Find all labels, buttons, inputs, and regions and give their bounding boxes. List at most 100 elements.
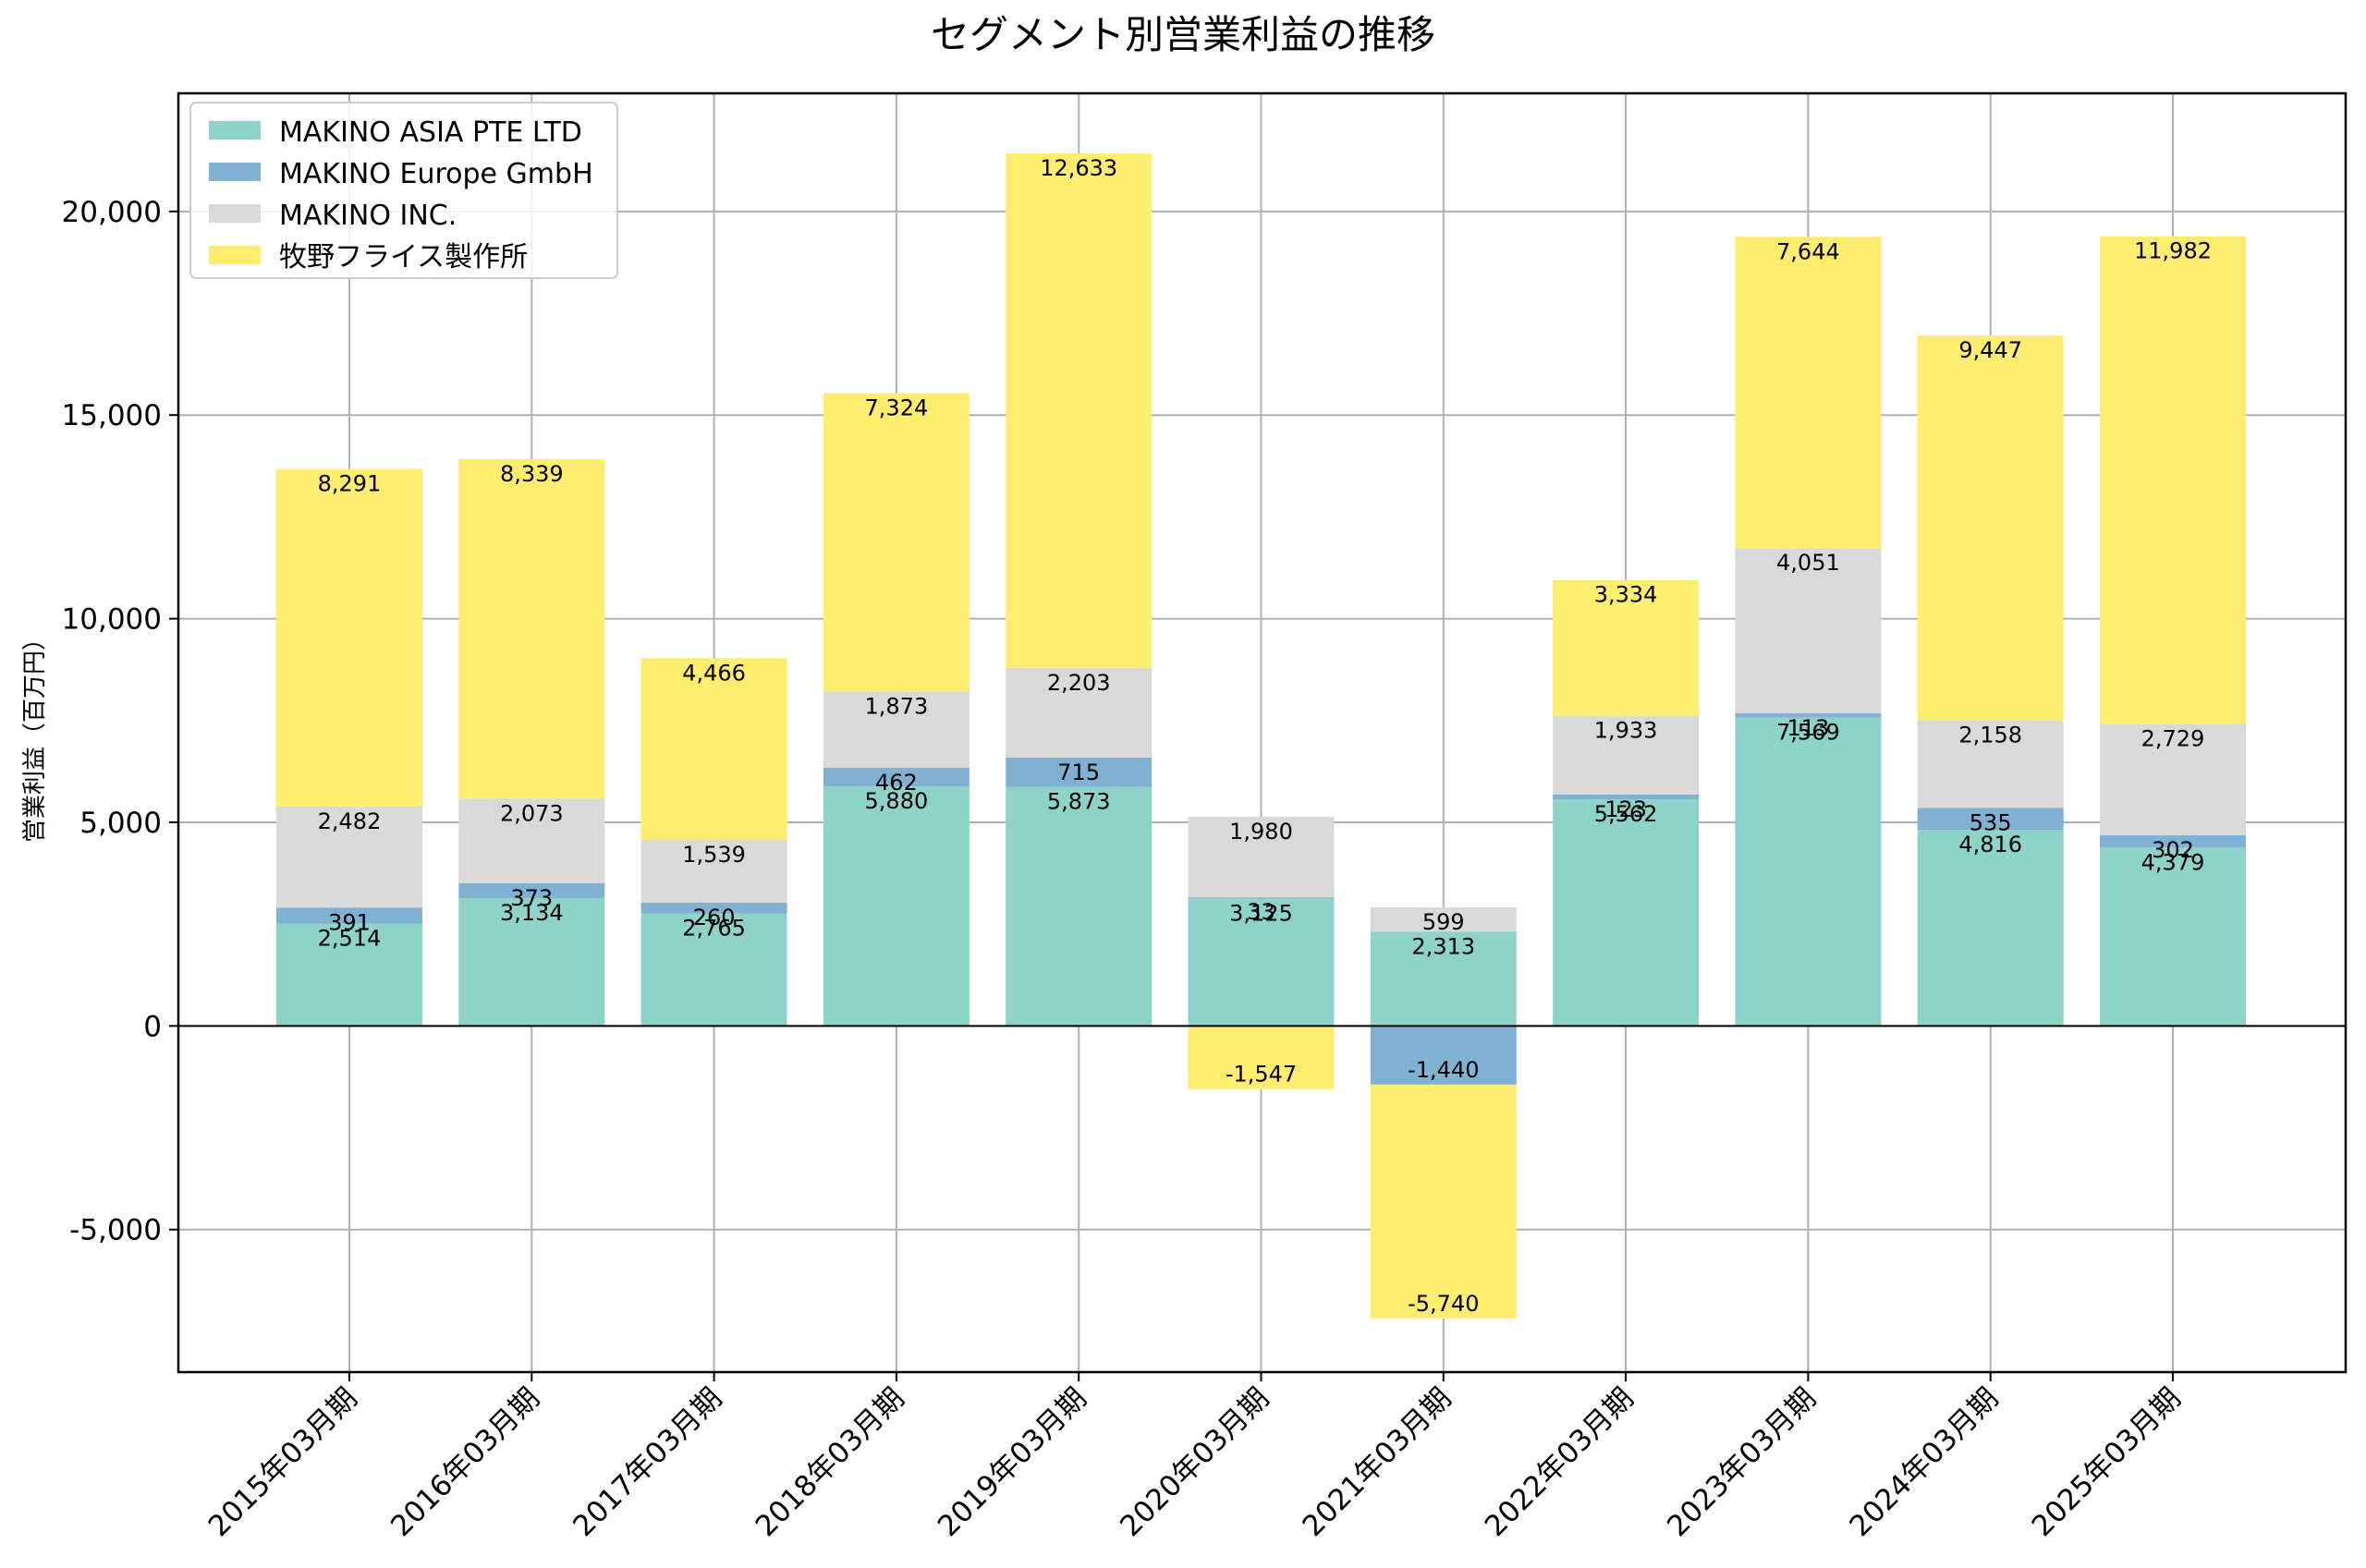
x-tick-label: 2025年03月期: [2026, 1381, 2188, 1543]
data-label: 1,933: [1594, 718, 1658, 744]
data-label: 7,569: [1776, 720, 1840, 746]
data-label: 4,379: [2141, 849, 2205, 875]
data-label: 12,633: [1040, 155, 1117, 181]
data-label: 260: [693, 905, 736, 930]
data-label: 7,644: [1776, 238, 1840, 264]
data-label: 8,291: [318, 470, 382, 496]
x-tick-label: 2024年03月期: [1843, 1381, 2005, 1543]
x-tick-label: 2019年03月期: [932, 1381, 1093, 1543]
bar-segment: [458, 458, 605, 799]
data-label: 113: [1787, 715, 1829, 741]
bar-segment: [1917, 720, 2064, 808]
legend-swatch: [209, 121, 261, 140]
bar-segment: [1735, 717, 1882, 1027]
data-label: 5,880: [865, 788, 929, 814]
bars: [276, 153, 2246, 1319]
data-label: 2,313: [1411, 933, 1475, 959]
bar-segment: [2100, 847, 2246, 1027]
bar-segment: [1006, 153, 1153, 668]
bar-segment: [2100, 723, 2246, 836]
data-label: -1,547: [1226, 1062, 1297, 1088]
data-label: 715: [1057, 760, 1100, 785]
x-tick-label: 2015年03月期: [202, 1381, 364, 1543]
data-label: 4,051: [1776, 550, 1840, 576]
bar-segment: [823, 393, 970, 692]
bar-segment: [1553, 715, 1700, 795]
bar-segment: [1735, 712, 1882, 718]
data-label: 123: [1604, 796, 1647, 822]
data-label: 2,073: [500, 800, 564, 826]
data-label: 599: [1422, 909, 1465, 935]
data-label: 373: [510, 885, 553, 911]
data-label: 33: [1247, 899, 1275, 925]
bar-segment: [640, 903, 787, 914]
y-tick-label: 10,000: [62, 603, 162, 637]
data-label: 3,134: [500, 900, 564, 926]
data-label: 5,562: [1594, 801, 1658, 827]
bar-segment: [1917, 808, 2064, 831]
data-label: 3,334: [1594, 582, 1658, 608]
x-tick-label: 2020年03月期: [1114, 1381, 1275, 1543]
data-label: 462: [875, 770, 918, 796]
bar-segment: [823, 691, 970, 768]
bar-segment: [640, 913, 787, 1027]
data-label: 4,816: [1958, 832, 2022, 857]
y-tick-label: 0: [143, 1010, 162, 1043]
bar-segment: [276, 806, 422, 908]
bar-segment: [1553, 794, 1700, 800]
x-tick-label: 2021年03月期: [1297, 1381, 1458, 1543]
bar-segment: [640, 840, 787, 904]
bar-segment: [1188, 898, 1335, 1027]
y-tick-label: 5,000: [79, 807, 162, 840]
data-label: 302: [2152, 837, 2194, 863]
bar-segment: [1917, 830, 2064, 1027]
bar-segment: [1006, 786, 1153, 1027]
data-label: 535: [1970, 809, 2012, 835]
bar-segment: [1370, 1026, 1517, 1085]
bar-segment: [1370, 931, 1517, 1027]
bar-segment: [1006, 667, 1153, 758]
bar-segment: [1188, 897, 1335, 899]
legend-label: MAKINO ASIA PTE LTD: [279, 116, 582, 149]
data-label: 2,514: [318, 926, 382, 952]
data-label: -1,440: [1408, 1057, 1479, 1083]
y-tick-label: 15,000: [62, 399, 162, 432]
legend-label: 牧野フライス製作所: [279, 241, 528, 273]
bar-segment: [276, 923, 422, 1027]
x-tick-label: 2017年03月期: [567, 1381, 728, 1543]
y-tick-label: -5,000: [69, 1214, 162, 1247]
bar-segment: [823, 786, 970, 1027]
bar-segment: [1188, 1026, 1335, 1089]
bar-segment: [640, 658, 787, 841]
bar-segment: [276, 468, 422, 807]
y-axis-label: 営業利益（百万円）: [21, 626, 49, 843]
x-tick-label: 2023年03月期: [1661, 1381, 1823, 1543]
x-tick-label: 2022年03月期: [1479, 1381, 1640, 1543]
data-label: -5,740: [1408, 1291, 1479, 1317]
data-label: 7,324: [865, 395, 929, 420]
bar-segment: [2100, 236, 2246, 724]
bar-segment: [1370, 1084, 1517, 1319]
legend-swatch: [209, 163, 261, 181]
data-label: 4,466: [682, 660, 746, 686]
data-label: 9,447: [1958, 337, 2022, 363]
legend-label: MAKINO INC.: [279, 200, 457, 232]
bar-segment: [823, 767, 970, 787]
legend-swatch: [209, 246, 261, 264]
data-label: 2,729: [2141, 726, 2205, 752]
legend: MAKINO ASIA PTE LTD MAKINO Europe GmbH MAK…: [189, 102, 618, 279]
legend-swatch: [209, 204, 261, 223]
chart-title: セグメント別営業利益の推移: [931, 12, 1435, 57]
x-tick-label: 2016年03月期: [384, 1381, 546, 1543]
data-label: 2,158: [1958, 722, 2022, 748]
bar-segment: [1370, 906, 1517, 932]
data-label: 2,765: [682, 915, 746, 941]
legend-box: [189, 102, 618, 279]
bar-segment: [2100, 835, 2246, 848]
bar-segment: [1553, 799, 1700, 1027]
bar-segment: [1917, 334, 2064, 721]
data-label: 5,873: [1047, 788, 1111, 814]
x-tick-label: 2018年03月期: [750, 1381, 911, 1543]
